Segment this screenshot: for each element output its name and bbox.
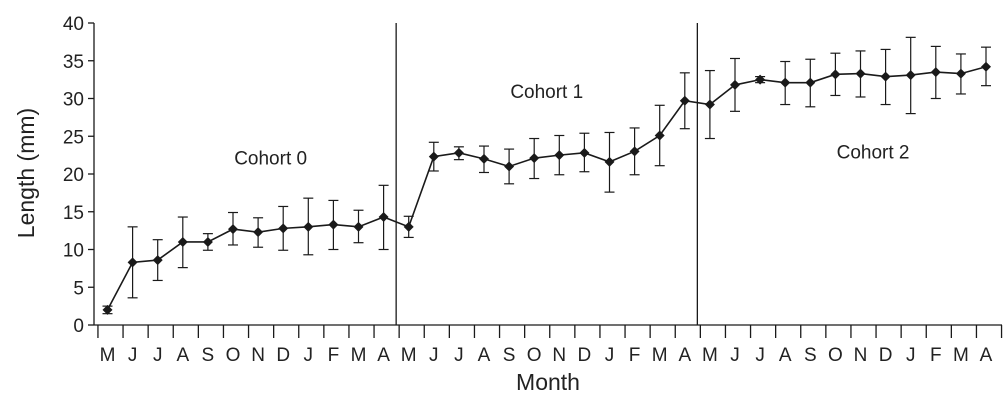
data-point — [880, 71, 891, 82]
x-tick-label: J — [304, 345, 314, 366]
x-tick-label: O — [527, 345, 542, 366]
x-tick-label: J — [605, 345, 615, 366]
data-point — [805, 77, 816, 88]
data-point — [127, 257, 138, 268]
error-bars — [102, 36, 991, 315]
data-point — [177, 236, 188, 247]
data-point — [303, 221, 314, 232]
cohort-label: Cohort 0 — [234, 148, 307, 169]
data-point — [228, 224, 238, 235]
data-point — [981, 61, 991, 72]
x-tick-label: M — [953, 345, 969, 366]
y-tick-label: 20 — [63, 165, 84, 186]
y-tick-label: 10 — [63, 241, 84, 262]
x-tick-label: F — [930, 345, 942, 366]
data-point — [403, 221, 414, 232]
x-tick-label: J — [755, 345, 765, 366]
series-line — [106, 66, 987, 311]
y-tick-label: 25 — [63, 127, 84, 148]
data-point — [855, 68, 866, 79]
x-tick-label: N — [251, 345, 265, 366]
data-point — [504, 161, 515, 172]
x-tick-label: J — [906, 345, 916, 366]
x-tick-label: S — [202, 345, 215, 366]
data-point — [955, 68, 966, 79]
x-tick-label: A — [176, 345, 189, 366]
cohort-label: Cohort 1 — [510, 82, 583, 103]
x-tick-label: O — [226, 345, 241, 366]
x-tick-label: A — [678, 345, 691, 366]
x-tick-label: M — [351, 345, 367, 366]
data-point — [328, 219, 339, 230]
y-tick-label: 35 — [63, 52, 84, 73]
y-tick-label: 0 — [73, 316, 84, 337]
data-series — [102, 61, 991, 315]
x-tick-label: N — [854, 345, 868, 366]
x-tick-label: J — [128, 345, 138, 366]
cohort-label: Cohort 2 — [837, 142, 910, 163]
x-tick-label: S — [804, 345, 817, 366]
data-point — [278, 223, 289, 234]
data-point — [579, 147, 590, 158]
x-tick-label: M — [702, 345, 718, 366]
data-point — [453, 147, 464, 158]
x-tick-label: A — [980, 345, 993, 366]
data-point — [152, 255, 163, 266]
x-tick-label: F — [328, 345, 340, 366]
data-point — [428, 151, 439, 162]
y-tick-label: 30 — [63, 90, 84, 111]
data-point — [755, 74, 766, 85]
y-axis-title: Length (mm) — [13, 108, 39, 238]
y-tick-label: 40 — [63, 14, 84, 35]
data-point — [730, 79, 740, 90]
x-tick-label: D — [276, 345, 290, 366]
x-tick-label: J — [429, 345, 439, 366]
data-point — [629, 146, 640, 157]
data-point — [479, 153, 489, 164]
data-point — [905, 70, 916, 81]
data-point — [378, 212, 389, 223]
x-tick-label: D — [578, 345, 592, 366]
data-point — [830, 69, 841, 80]
x-tick-label: M — [652, 345, 668, 366]
x-tick-label: O — [828, 345, 843, 366]
y-axis: 0 5 10 15 20 25 30 35 40 — [63, 14, 95, 337]
data-point — [930, 67, 941, 78]
data-point — [604, 156, 615, 167]
x-tick-label: A — [779, 345, 792, 366]
x-tick-label: M — [401, 345, 417, 366]
x-tick-label: A — [478, 345, 491, 366]
x-tick-label: A — [377, 345, 390, 366]
y-tick-label: 15 — [63, 203, 84, 224]
data-point — [102, 304, 113, 315]
data-point — [253, 227, 264, 238]
x-axis-title: Month — [516, 369, 580, 393]
data-point — [654, 130, 665, 141]
x-tick-label: J — [730, 345, 740, 366]
x-tick-label: N — [552, 345, 566, 366]
x-tick-label: J — [454, 345, 464, 366]
data-point — [353, 221, 364, 232]
y-tick-label: 5 — [73, 278, 84, 299]
data-point — [202, 236, 213, 247]
data-point — [554, 150, 565, 161]
x-tick-label: S — [503, 345, 516, 366]
annotations: Cohort 0 Cohort 1 Cohort 2 — [234, 82, 909, 169]
data-point — [780, 77, 791, 88]
x-tick-label: F — [629, 345, 641, 366]
x-tick-label: M — [100, 345, 116, 366]
x-tick-label: J — [153, 345, 163, 366]
cohort-dividers — [395, 23, 698, 325]
data-point — [529, 153, 540, 164]
data-point — [679, 95, 690, 106]
x-tick-label: D — [879, 345, 893, 366]
data-point — [704, 99, 715, 110]
